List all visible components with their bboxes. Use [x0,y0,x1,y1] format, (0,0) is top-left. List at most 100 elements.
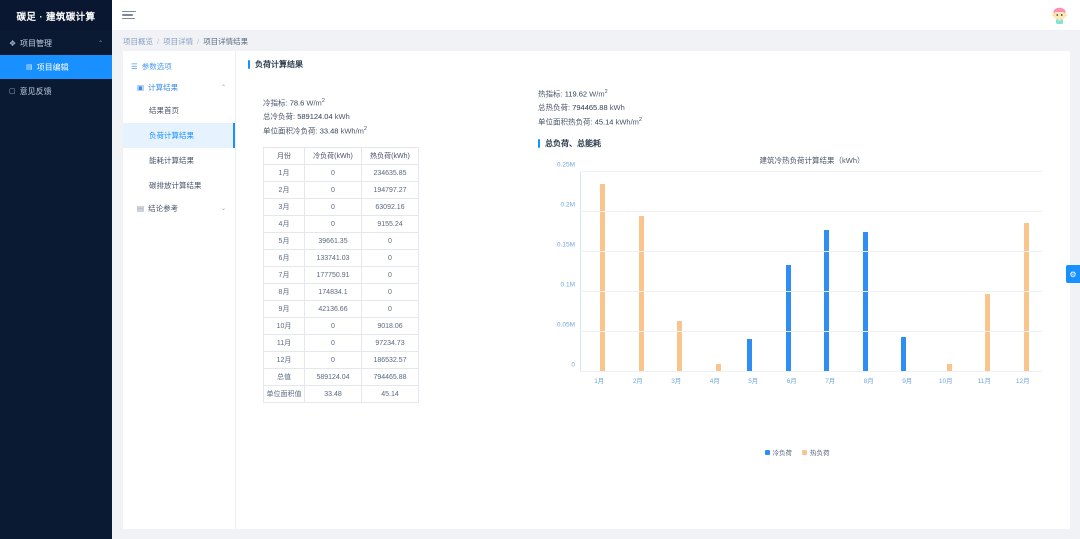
chart-section-title: 总负荷、总能耗 [538,138,1056,149]
chart-bar-group[interactable] [927,172,966,371]
legend-item[interactable]: 热负荷 [802,447,830,457]
table-row: 6月 133741.03 0 [263,249,419,267]
table-header-row: 月份 冷负荷(kWh) 热负荷(kWh) [263,147,419,165]
chart-bar-group[interactable] [850,172,889,371]
x-axis-tick-label: 6月 [786,378,797,385]
chart-bar[interactable] [901,337,907,371]
legend-label: 热负荷 [810,450,830,457]
cell-cooling-load: 174834.1 [304,283,362,301]
chart-bar[interactable] [985,293,991,371]
chart-bar-group[interactable] [965,172,1004,371]
chart-bar[interactable] [824,229,830,371]
x-axis-tick-label: 4月 [709,378,720,385]
heating-and-chart-column: 热指标: 119.62 W/m2 总热负荷: 794465.88 kWh 单位面… [533,76,1056,457]
chevron-down-icon: ⌄ [220,206,226,212]
chart-bar-group[interactable] [734,172,773,371]
stat-total-cool-load: 总冷负荷: 589124.04 kWh [263,110,533,123]
stat-total-heat-load: 总热负荷: 794465.88 kWh [538,101,1056,114]
chart-bar[interactable] [946,363,952,371]
breadcrumb-item-0[interactable]: 项目概览 [123,36,153,46]
chart-bar[interactable] [747,339,753,371]
y-axis-tick-label: 0.1M [560,281,575,289]
col-header-cooling: 冷负荷(kWh) [304,147,362,165]
cell-cooling-load: 0 [304,334,362,352]
app-brand: 碳足 · 建筑碳计算 [0,0,112,31]
cell-cooling-load: 33.48 [304,385,362,403]
stat-label: 总冷负荷: [263,111,296,121]
cell-heating-load: 0 [361,266,419,284]
table-row: 8月 174834.1 0 [263,283,419,301]
table-row: 4月 0 9155.24 [263,215,419,233]
menu-header-parameters[interactable]: ☰ 参数选项 [123,57,235,77]
hamburger-icon[interactable] [122,10,136,20]
primary-sidebar: 碳足 · 建筑碳计算 ❖ 项目管理 ⌃ ▤ 项目编辑 ▢ 意见反馈 [0,0,112,539]
breadcrumb-item-2: 项目详情结果 [203,36,249,46]
stat-label: 冷指标: [263,98,288,108]
cell-month: 12月 [263,351,305,369]
chevron-up-icon: ⌃ [97,40,103,47]
chart-bar[interactable] [638,215,644,371]
menu-group-label: 计算结果 [148,83,179,92]
doc-icon: ▣ [137,83,145,92]
menu-group-calc-results[interactable]: ▣ 计算结果 ⌃ [123,77,235,98]
chart-bar[interactable] [715,363,721,371]
results-card: 负荷计算结果 冷指标: 78.6 W/m2 总冷负荷: 5 [236,51,1070,529]
table-row: 10月 0 9018.06 [263,317,419,335]
stat-cool-index: 冷指标: 78.6 W/m2 [263,95,533,110]
stat-value: 119.62 [564,89,588,99]
settings-edge-button[interactable]: ⚙ [1066,265,1080,283]
chart-bar[interactable] [600,184,606,371]
stat-heat-index: 热指标: 119.62 W/m2 [538,86,1056,101]
x-axis-tick-label: 2月 [632,378,643,385]
stat-unit: kWh/m [615,117,639,126]
x-axis-tick-label: 5月 [748,378,759,385]
chart-bar[interactable] [785,264,791,371]
chart-bar-group[interactable] [1004,172,1043,371]
stat-unit-sup: 2 [363,125,367,132]
results-columns: 冷指标: 78.6 W/m2 总冷负荷: 589124.04 kWh 单位面积冷… [248,76,1056,457]
user-avatar[interactable] [1049,4,1070,26]
menu-item-carbon-results[interactable]: 碳排放计算结果 [149,181,202,190]
x-axis-tick-label: 3月 [671,378,682,385]
chart-bar-group[interactable] [696,172,735,371]
chart-bar-group[interactable] [619,172,658,371]
legend-item[interactable]: 冷负荷 [764,447,793,457]
menu-item-energy-results[interactable]: 能耗计算结果 [149,156,194,165]
menu-group-conclusion[interactable]: ▤ 结论参考 ⌄ [123,198,235,219]
stat-unit-sup: 2 [321,98,325,104]
chart-bar-group[interactable] [888,172,927,371]
stat-value: 45.14 [594,117,614,126]
legend-label: 冷负荷 [772,450,793,457]
table-row: 9月 42136.66 0 [263,300,419,318]
chart-bar[interactable] [862,231,868,371]
comment-icon: ▢ [9,88,16,95]
cell-cooling-load: 0 [304,351,362,369]
stat-value: 794465.88 [572,102,608,112]
chart-bar-group[interactable] [580,172,619,371]
sidebar-item-label: 项目编辑 [36,62,69,72]
menu-group2-label: 结论参考 [148,204,179,213]
grid-line [580,211,1042,212]
sidebar-item-feedback[interactable]: ▢ 意见反馈 [0,79,112,103]
stat-label: 单位面积热负荷: [538,117,593,126]
table-row: 单位面积值 33.48 45.14 [263,385,419,403]
menu-item-load-results[interactable]: 负荷计算结果 [123,123,235,148]
chart-bar-group[interactable] [773,172,812,371]
col-header-month: 月份 [263,147,305,165]
menu-item-results-home[interactable]: 结果首页 [149,106,179,115]
cell-cooling-load: 0 [304,164,362,182]
cell-heating-load: 234635.85 [361,164,419,182]
sidebar-group-project-management[interactable]: ❖ 项目管理 ⌃ [0,31,112,55]
grid-line [580,331,1042,332]
sidebar-item-project-edit[interactable]: ▤ 项目编辑 [0,55,112,79]
cell-cooling-load: 0 [304,317,362,335]
chart-bar[interactable] [1023,222,1029,371]
cell-month: 8月 [263,283,305,301]
list-icon: ☰ [131,62,138,71]
chart-bar-group[interactable] [657,172,696,371]
breadcrumb-item-1[interactable]: 项目详情 [163,36,194,46]
cell-cooling-load: 0 [304,215,362,233]
chart-bar-group[interactable] [811,172,850,371]
chart-bar[interactable] [677,320,683,371]
